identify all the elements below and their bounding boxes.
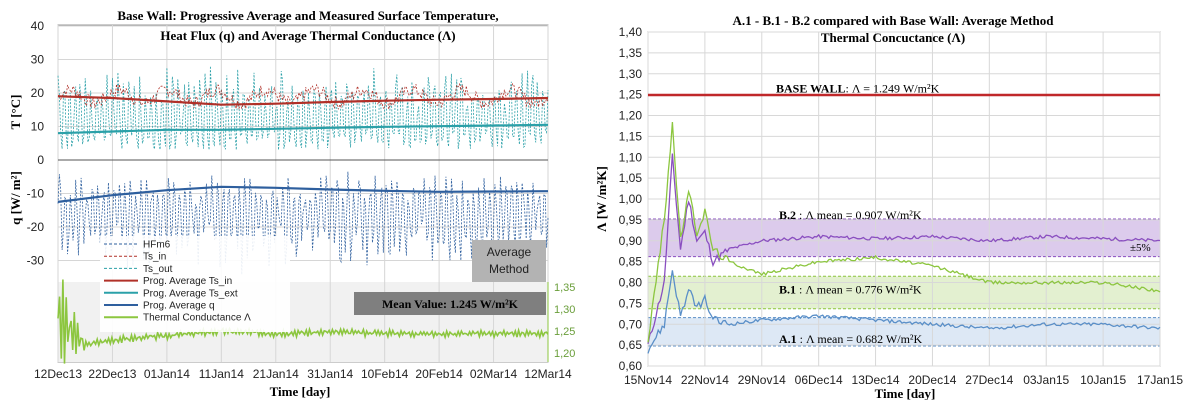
right-tick-label: 1,20 xyxy=(554,348,575,360)
x-tick-label: 17Jan15 xyxy=(1137,373,1183,387)
series-B2-line xyxy=(647,153,1161,345)
legend-label: Prog. Average Ts_ext xyxy=(143,288,238,299)
annotation-id: A.1 xyxy=(779,332,797,346)
x-tick-label: 10Feb14 xyxy=(361,367,409,381)
x-tick-label: 10Jan15 xyxy=(1080,373,1126,387)
y-tick-label: 40 xyxy=(31,19,45,33)
x-tick-label: 15Nov14 xyxy=(624,373,672,387)
hfm6-line xyxy=(57,171,549,275)
series-A1-line xyxy=(647,270,1161,354)
y-tick-label: 1,20 xyxy=(619,109,643,123)
legend-label: Prog. Average q xyxy=(143,301,215,312)
method-box-line2: Method xyxy=(489,262,529,276)
chart-title-line1: Base Wall: Progressive Average and Measu… xyxy=(117,8,498,23)
x-tick-label: 02Mar14 xyxy=(470,367,518,381)
y-tick-label: 1,00 xyxy=(619,192,643,206)
y-tick-label: 1,10 xyxy=(619,150,643,164)
annotation-B2: B.2 : Λ mean = 0.907 W/m²K xyxy=(779,208,922,222)
ts-in-line xyxy=(57,82,549,110)
chart-title-line1: A.1 - B.1 - B.2 compared with Base Wall:… xyxy=(732,13,1054,28)
right-chart: 1,40 1,35 1,30 1,25 1,20 1,15 1,10 1,05 1,00 0,95… xyxy=(594,13,1183,400)
y-tick-label: 10 xyxy=(31,120,45,134)
legend-label: Ts_in xyxy=(143,252,166,263)
ts-out-line xyxy=(57,65,549,150)
annotation-id: B.2 xyxy=(779,208,796,222)
x-axis-label: Time [day] xyxy=(875,386,936,400)
y-axis-label-flux: q [W/ m²] xyxy=(8,171,23,225)
base-wall-value: : Λ = 1.249 W/m²K xyxy=(845,81,939,95)
x-tick-label: 11Jan14 xyxy=(199,367,244,381)
y-tick-label: -30 xyxy=(27,254,45,268)
chart-title-line2: Thermal Concuctance (Λ) xyxy=(821,30,965,45)
right-tick-label: 1,30 xyxy=(554,304,575,316)
prog-avg-ts-ext-line xyxy=(57,123,549,135)
y-tick-label: 1,15 xyxy=(619,129,643,143)
y-tick-label: 0,80 xyxy=(619,276,643,290)
thermal-conductance-line xyxy=(57,279,549,364)
y-tick-label: 0,70 xyxy=(619,317,643,331)
y-tick-label: 1,40 xyxy=(619,25,643,39)
x-tick-label: 27Dec14 xyxy=(965,373,1013,387)
y-tick-label: 0,65 xyxy=(619,338,643,352)
annotation-B1: B.1 : Λ mean = 0.776 W/m²K xyxy=(779,283,922,297)
left-chart: 40 30 20 10 0 -10 -20 -30 12Dec13 22Dec13 01Jan14 1… xyxy=(8,8,575,399)
annotation-A1: A.1 : Λ mean = 0.682 W/m²K xyxy=(779,332,923,346)
annotation-value: : Λ mean = 0.907 W/m²K xyxy=(796,208,922,222)
x-tick-label: 20Dec14 xyxy=(908,373,956,387)
prog-avg-ts-in-line xyxy=(57,95,549,106)
y-tick-label: 1,05 xyxy=(619,171,643,185)
band-B2 xyxy=(648,219,1160,257)
legend-box xyxy=(100,236,290,332)
y-axis-label-temperature: T [°C] xyxy=(8,95,23,130)
legend-label: HFm6 xyxy=(143,240,171,251)
y-axis-label: Λ [W /m²K] xyxy=(594,166,609,232)
x-tick-label: 29Nov14 xyxy=(738,373,786,387)
x-tick-label: 03Jan15 xyxy=(1023,373,1069,387)
legend-label: Prog. Average Ts_in xyxy=(143,276,232,287)
x-axis-label: Time [day] xyxy=(270,384,331,399)
x-tick-label: 13Dec14 xyxy=(852,373,900,387)
base-wall-annotation: BASE WALL: Λ = 1.249 W/m²K xyxy=(776,81,940,95)
right-tick-label: 1,35 xyxy=(554,282,575,294)
x-tick-label: 20Feb14 xyxy=(415,367,463,381)
y-tick-label: 1,30 xyxy=(619,67,643,81)
x-tick-label: 01Jan14 xyxy=(144,367,190,381)
x-tick-label: 06Dec14 xyxy=(795,373,843,387)
y-tick-label: 20 xyxy=(31,86,45,100)
band-note: ±5% xyxy=(1130,242,1151,254)
method-box xyxy=(472,240,546,282)
right-tick-label: 1,25 xyxy=(554,326,575,338)
y-tick-label: 1,35 xyxy=(619,46,643,60)
legend-label: Thermal Conductance Λ xyxy=(143,313,251,324)
y-tick-label: 0,90 xyxy=(619,234,643,248)
y-tick-label: 0,60 xyxy=(619,359,643,373)
x-tick-label: 22Nov14 xyxy=(681,373,729,387)
y-tick-label: -20 xyxy=(27,220,45,234)
chart-title-line2: Heat Flux (q) and Average Thermal Conduc… xyxy=(160,28,455,43)
y-tick-label: 0,85 xyxy=(619,255,643,269)
annotation-value: : Λ mean = 0.682 W/m²K xyxy=(797,332,923,346)
method-box-line1: Average xyxy=(487,245,532,259)
prog-avg-q-line xyxy=(57,185,549,203)
x-tick-label: 21Jan14 xyxy=(253,367,299,381)
x-tick-label: 31Jan14 xyxy=(307,367,353,381)
x-tick-label: 12Mar14 xyxy=(524,367,572,381)
base-wall-label: BASE WALL xyxy=(776,81,845,95)
y-tick-label: 0 xyxy=(37,153,44,167)
x-tick-label: 22Dec13 xyxy=(88,367,136,381)
mean-value-text: Mean Value: 1.245 W/m²K xyxy=(382,297,519,311)
mean-value-box xyxy=(354,292,546,315)
y-tick-label: 1,25 xyxy=(619,88,643,102)
series-B1-line xyxy=(647,122,1161,343)
legend-label: Ts_out xyxy=(143,264,173,275)
x-tick-label: 12Dec13 xyxy=(34,367,82,381)
annotation-value: : Λ mean = 0.776 W/m²K xyxy=(796,283,922,297)
y-tick-label: 0,75 xyxy=(619,296,643,310)
y-tick-label: 0,95 xyxy=(619,213,643,227)
annotation-id: B.1 xyxy=(779,283,796,297)
y-tick-label: -10 xyxy=(27,187,45,201)
y-tick-label: 30 xyxy=(31,53,45,67)
